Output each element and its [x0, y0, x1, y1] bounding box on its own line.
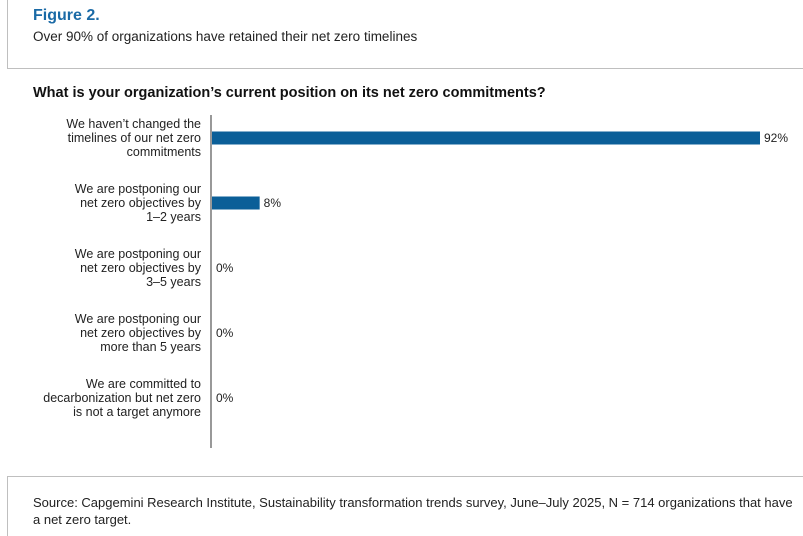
category-label-line: We are committed to: [86, 377, 201, 391]
category-label-line: timelines of our net zero: [68, 131, 201, 145]
bar: [212, 131, 760, 145]
category-label-line: We haven’t changed the: [66, 117, 201, 131]
category-label-line: decarbonization but net zero: [43, 391, 201, 405]
category-label-line: commitments: [127, 145, 201, 159]
left-divider-bottom: [7, 476, 8, 536]
category-label-line: 1–2 years: [146, 210, 201, 224]
category-label-line: We are postponing our: [75, 312, 201, 326]
value-label: 0%: [216, 391, 234, 405]
category-label-line: We are postponing our: [75, 247, 201, 261]
category-label-line: net zero objectives by: [80, 261, 202, 275]
chart-question: What is your organization’s current posi…: [33, 85, 546, 101]
value-label: 0%: [216, 261, 234, 275]
figure-subtitle: Over 90% of organizations have retained …: [33, 29, 418, 44]
category-label-line: 3–5 years: [146, 275, 201, 289]
value-label: 92%: [764, 131, 788, 145]
bar: [212, 196, 260, 210]
value-label: 8%: [264, 196, 282, 210]
left-divider-top: [7, 0, 8, 68]
figure-header: Figure 2. Over 90% of organizations have…: [0, 0, 803, 68]
value-label: 0%: [216, 326, 234, 340]
category-label-line: more than 5 years: [100, 340, 201, 354]
header-divider: [7, 68, 803, 69]
source-note: Source: Capgemini Research Institute, Su…: [33, 495, 793, 527]
category-label-line: is not a target anymore: [73, 405, 201, 419]
category-label: We are postponing our net zero objectives…: [75, 247, 202, 289]
category-label-line: net zero objectives by: [80, 196, 202, 210]
category-label: We haven’t changed the timelines of our n…: [66, 117, 201, 159]
footer-divider: [7, 476, 803, 477]
figure-label: Figure 2.: [33, 7, 100, 24]
category-label: We are postponing our net zero objectives…: [75, 182, 202, 224]
bar-chart: We haven’t changed the timelines of our n…: [43, 115, 788, 448]
category-label: We are committed to decarbonization but n…: [43, 377, 201, 419]
category-label-line: We are postponing our: [75, 182, 201, 196]
category-label-line: net zero objectives by: [80, 326, 202, 340]
category-label: We are postponing our net zero objectives…: [75, 312, 202, 354]
